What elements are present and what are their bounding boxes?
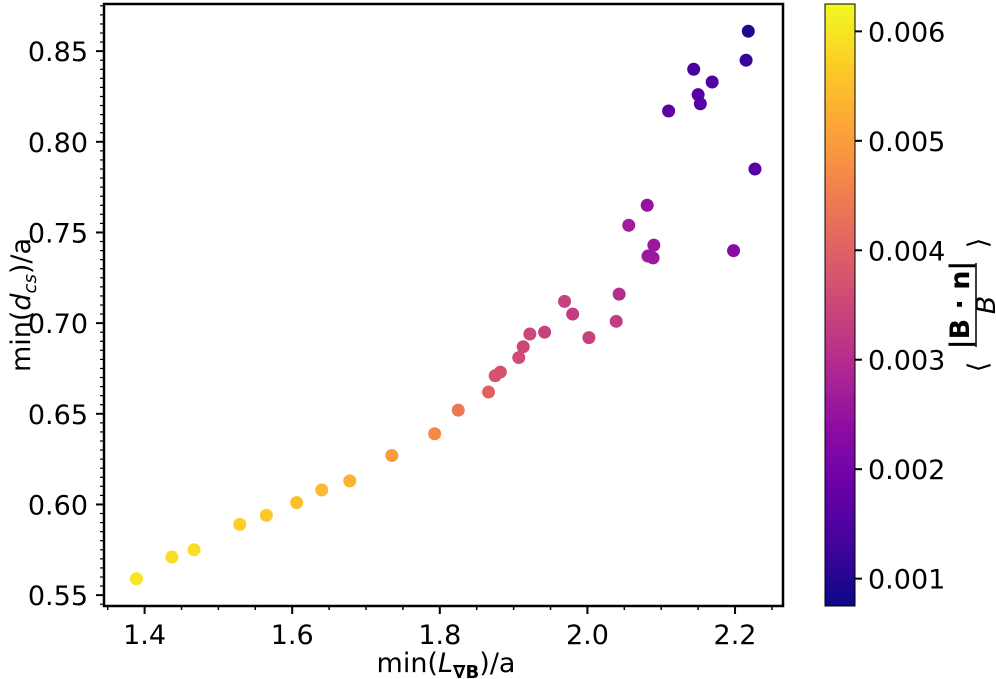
data-point bbox=[612, 287, 626, 301]
colorbar-ticks: 0.001 0.002 0.003 0.004 0.005 0.006 bbox=[855, 17, 945, 596]
colorbar-label: ⟨ |B · n| B ⟩ bbox=[945, 238, 996, 373]
x-axis: 1.4 1.6 1.8 2.0 2.2 bbox=[106, 606, 773, 651]
y-tick-label: 0.55 bbox=[28, 581, 88, 612]
x-tick-label: 1.6 bbox=[271, 620, 314, 651]
x-tick-label: 2.2 bbox=[714, 620, 757, 651]
data-point bbox=[538, 325, 552, 339]
data-point bbox=[482, 385, 496, 399]
y-axis: 0.55 0.60 0.65 0.70 0.75 0.80 0.85 bbox=[28, 5, 104, 612]
data-point bbox=[662, 104, 676, 118]
data-point bbox=[693, 97, 707, 111]
data-point bbox=[512, 351, 526, 365]
y-tick-label: 0.60 bbox=[28, 490, 88, 521]
colorbar bbox=[824, 3, 856, 607]
data-point bbox=[640, 198, 654, 212]
colorbar-tick-label: 0.002 bbox=[868, 455, 945, 486]
data-point bbox=[516, 340, 530, 354]
data-point bbox=[727, 244, 741, 258]
data-points bbox=[129, 24, 762, 586]
data-point bbox=[646, 251, 660, 265]
data-point bbox=[451, 403, 465, 417]
x-axis-label: min(L∇B)/a bbox=[377, 648, 516, 679]
data-point bbox=[129, 572, 143, 586]
data-point bbox=[233, 517, 247, 531]
data-point bbox=[647, 238, 661, 252]
data-point bbox=[187, 543, 201, 557]
y-tick-label: 0.70 bbox=[28, 309, 88, 340]
colorbar-tick-label: 0.001 bbox=[868, 565, 945, 596]
data-point bbox=[739, 53, 753, 67]
data-point bbox=[523, 327, 537, 341]
data-point bbox=[705, 75, 719, 89]
data-point bbox=[493, 365, 507, 379]
svg-text:B: B bbox=[971, 296, 996, 315]
data-point bbox=[687, 62, 701, 76]
y-tick-label: 0.65 bbox=[28, 400, 88, 431]
data-point bbox=[741, 24, 755, 38]
x-tick-label: 1.4 bbox=[123, 620, 166, 651]
colorbar-tick-label: 0.004 bbox=[868, 236, 945, 267]
svg-text:⟨: ⟨ bbox=[963, 362, 994, 373]
data-point bbox=[582, 331, 596, 345]
plot-frame bbox=[102, 2, 785, 608]
colorbar-tick-label: 0.005 bbox=[868, 127, 945, 158]
y-tick-label: 0.80 bbox=[28, 128, 88, 159]
data-point bbox=[165, 550, 179, 564]
data-point bbox=[428, 427, 442, 441]
y-tick-label: 0.75 bbox=[28, 218, 88, 249]
colorbar-tick-label: 0.003 bbox=[868, 346, 945, 377]
data-point bbox=[622, 218, 636, 232]
data-point bbox=[748, 162, 762, 176]
y-axis-label: min(dcs)/a bbox=[6, 238, 41, 372]
data-point bbox=[315, 483, 329, 497]
data-point bbox=[290, 496, 304, 510]
svg-text:|B · n|: |B · n| bbox=[945, 261, 976, 350]
data-point bbox=[558, 294, 572, 308]
svg-text:⟩: ⟩ bbox=[963, 238, 994, 249]
colorbar-tick-label: 0.006 bbox=[868, 17, 945, 48]
y-tick-label: 0.85 bbox=[28, 37, 88, 68]
data-point bbox=[343, 474, 357, 488]
data-point bbox=[609, 314, 623, 328]
x-tick-label: 1.8 bbox=[418, 620, 461, 651]
data-point bbox=[259, 508, 273, 522]
data-point bbox=[385, 449, 399, 462]
x-tick-label: 2.0 bbox=[566, 620, 609, 651]
data-point bbox=[566, 307, 580, 321]
